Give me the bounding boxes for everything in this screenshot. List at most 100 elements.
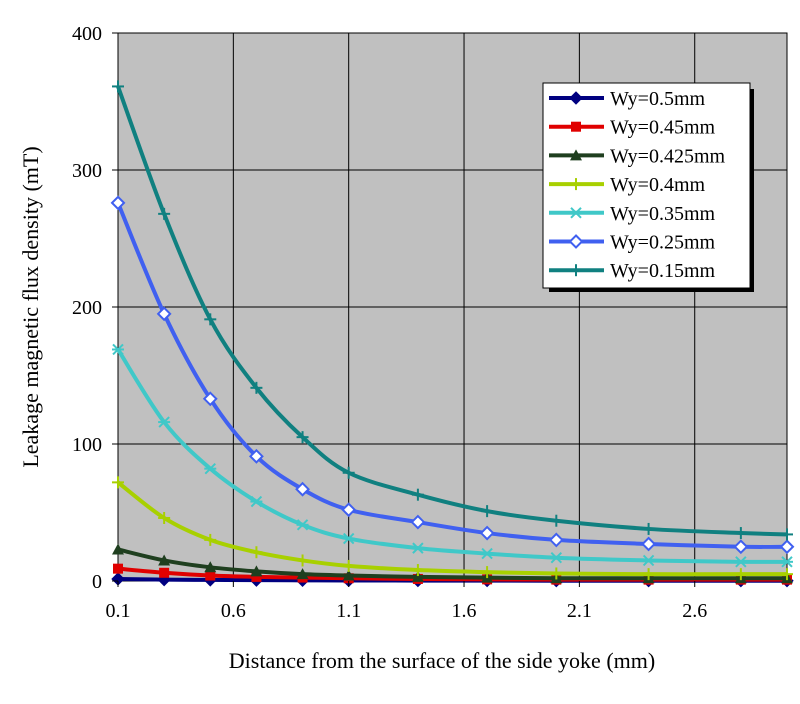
- data-point: [250, 546, 263, 559]
- legend-label: Wy=0.25mm: [610, 232, 716, 254]
- data-point: [342, 559, 355, 572]
- data-point: [642, 554, 655, 567]
- data-point: [158, 511, 171, 524]
- data-point: [296, 519, 309, 531]
- legend-marker: [570, 149, 582, 161]
- legend-entry: Wy=0.35mm: [549, 203, 716, 225]
- series-line: [116, 348, 788, 564]
- legend-entry: Wy=0.425mm: [549, 145, 726, 167]
- data-point: [410, 514, 426, 530]
- data-point: [113, 563, 123, 574]
- legend-label: Wy=0.35mm: [610, 203, 716, 225]
- y-tick-label: 300: [72, 160, 102, 182]
- data-point: [204, 313, 217, 326]
- data-point: [112, 80, 124, 93]
- series-layer: [110, 80, 795, 588]
- data-point: [411, 542, 424, 554]
- y-tick-label: 400: [72, 23, 102, 45]
- legend-label: Wy=0.15mm: [610, 260, 716, 282]
- series-3: [112, 476, 793, 581]
- data-point: [110, 195, 126, 211]
- data-point: [734, 568, 747, 581]
- data-point: [733, 539, 749, 555]
- data-point: [248, 448, 264, 464]
- legend-entry: Wy=0.4mm: [549, 174, 706, 196]
- tick-labels: 0.1 0.6 1.1 1.6 2.1 2.6 0 100 200 300 400: [72, 23, 707, 622]
- legend-marker: [570, 207, 582, 219]
- x-tick-label: 1.1: [336, 600, 361, 622]
- data-point: [204, 462, 217, 475]
- data-point: [342, 569, 355, 581]
- legend: Wy=0.5mm Wy=0.45mm Wy=0.425mm Wy=0.4mm Wy=0.…: [542, 82, 754, 292]
- legend-entry: Wy=0.45mm: [549, 117, 716, 139]
- data-point: [781, 568, 793, 581]
- legend-marker: [570, 178, 582, 191]
- y-axis-title: Leakage magnetic flux density (mT): [18, 146, 43, 467]
- x-tick-label: 0.1: [106, 600, 131, 622]
- data-point: [112, 476, 124, 489]
- legend-marker: [571, 121, 581, 132]
- data-point: [481, 547, 494, 560]
- data-point: [479, 525, 495, 541]
- data-point: [295, 481, 310, 497]
- data-point: [550, 552, 563, 564]
- legend-shadow-bottom: [549, 288, 754, 292]
- legend-marker: [569, 91, 583, 105]
- data-point: [481, 505, 494, 518]
- data-point: [250, 495, 263, 508]
- data-point: [642, 568, 655, 581]
- data-point: [481, 566, 494, 579]
- legend-label: Wy=0.45mm: [610, 117, 716, 139]
- y-tick-label: 100: [72, 434, 102, 456]
- data-point: [641, 536, 657, 552]
- series-4: [112, 343, 793, 568]
- legend-label: Wy=0.425mm: [610, 145, 726, 167]
- data-point: [550, 514, 563, 527]
- legend-label: Wy=0.4mm: [610, 174, 706, 196]
- data-point: [202, 391, 218, 407]
- x-tick-label: 0.6: [221, 600, 246, 622]
- data-point: [112, 343, 124, 356]
- series-6: [112, 80, 793, 541]
- data-point: [250, 381, 263, 394]
- legend-marker: [570, 264, 582, 277]
- data-point: [411, 570, 424, 582]
- y-tick-label: 200: [72, 297, 102, 319]
- y-tick-label: 0: [92, 571, 102, 593]
- legend-entry: Wy=0.15mm: [549, 260, 716, 282]
- data-point: [250, 565, 263, 577]
- data-point: [342, 532, 355, 545]
- data-point: [158, 416, 171, 428]
- data-point: [779, 539, 795, 555]
- data-point: [734, 556, 747, 568]
- data-point: [550, 567, 563, 580]
- data-point: [156, 306, 172, 322]
- data-point: [341, 502, 357, 518]
- data-point: [781, 528, 793, 541]
- data-point: [296, 554, 309, 567]
- x-tick-label: 2.6: [682, 600, 707, 622]
- legend-shadow: [750, 89, 754, 292]
- data-point: [112, 543, 124, 555]
- legend-label: Wy=0.5mm: [610, 88, 706, 110]
- x-tick-label: 1.6: [452, 600, 477, 622]
- x-tick-label: 2.1: [567, 600, 592, 622]
- data-point: [205, 570, 216, 581]
- data-point: [158, 207, 171, 220]
- data-point: [411, 488, 424, 501]
- data-point: [342, 466, 355, 479]
- legend-entry: Wy=0.25mm: [549, 232, 716, 254]
- data-point: [734, 527, 747, 540]
- data-point: [548, 532, 564, 548]
- legend-marker: [568, 234, 584, 249]
- data-point: [158, 554, 171, 566]
- data-point: [411, 564, 424, 577]
- data-point: [251, 571, 262, 582]
- data-point: [204, 561, 217, 573]
- data-point: [642, 522, 655, 535]
- data-point: [296, 431, 309, 444]
- legend-entry: Wy=0.5mm: [549, 88, 706, 110]
- x-axis-title: Distance from the surface of the side yo…: [229, 648, 655, 673]
- data-point: [781, 556, 793, 568]
